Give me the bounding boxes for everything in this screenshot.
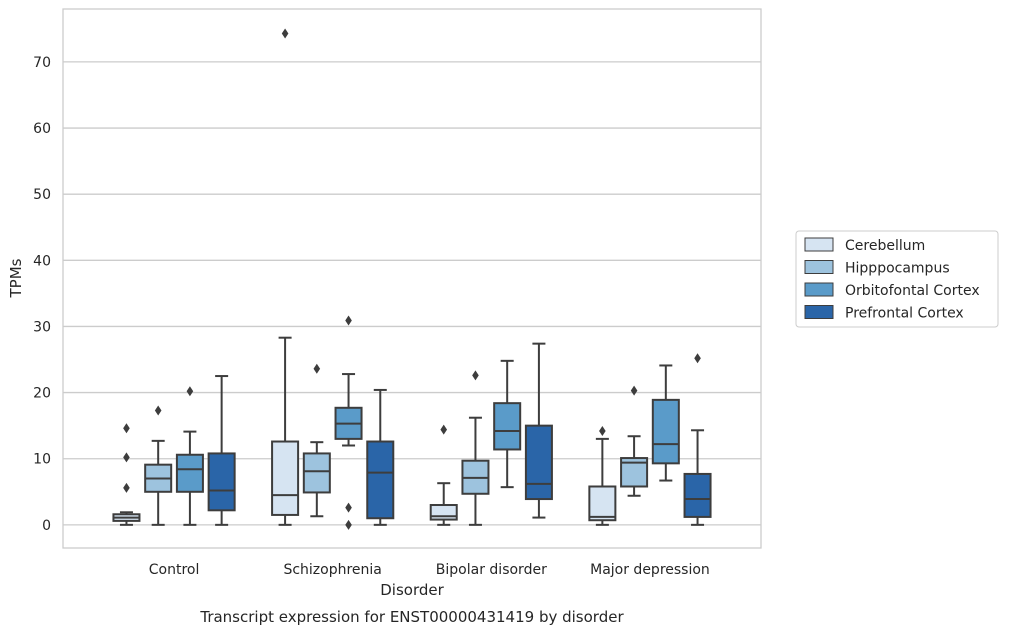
x-axis-ticks: Control Schizophrenia Bipolar disorder Majo… <box>149 562 710 578</box>
box-prefrontal-cortex-0 <box>207 375 236 526</box>
outlier-point <box>599 425 606 436</box>
outlier-point <box>123 482 130 493</box>
outlier-point <box>313 363 321 374</box>
x-tick-label: Control <box>149 562 200 578</box>
box-iqr <box>175 453 204 493</box>
box-prefrontal-cortex-3 <box>683 353 712 526</box>
y-tick-label: 0 <box>42 518 51 534</box>
box-groups <box>112 28 712 530</box>
box-iqr <box>429 504 458 521</box>
box-iqr <box>683 472 712 518</box>
legend-label: Orbitofontal Cortex <box>845 283 980 299</box>
box-iqr <box>302 452 331 494</box>
x-axis-label: Disorder <box>380 581 444 599</box>
box-hipppocampus-2 <box>461 370 490 526</box>
legend-swatch <box>804 305 834 319</box>
legend-label: Prefrontal Cortex <box>845 306 964 322</box>
box-hipppocampus-0 <box>144 405 173 526</box>
box-orbitofontal-cortex-1 <box>334 315 363 530</box>
outlier-point <box>123 423 130 434</box>
legend-swatch <box>804 260 834 274</box>
y-tick-label: 10 <box>33 452 51 468</box>
outlier-point <box>694 353 701 364</box>
outlier-point <box>345 502 352 513</box>
outlier-point <box>472 370 479 381</box>
y-tick-label: 40 <box>33 253 51 269</box>
y-axis-label: TPMs <box>7 258 25 298</box>
box-cerebellum-3 <box>588 425 617 526</box>
box-orbitofontal-cortex-2 <box>493 359 522 489</box>
y-tick-label: 60 <box>33 121 51 137</box>
box-orbitofontal-cortex-0 <box>175 386 204 526</box>
y-tick-label: 20 <box>33 386 51 402</box>
box-iqr <box>588 485 617 522</box>
legend-swatch <box>804 282 834 297</box>
plot-frame <box>62 8 762 549</box>
outlier-point <box>630 385 638 396</box>
box-iqr <box>207 452 236 512</box>
x-tick-label: Major depression <box>590 562 710 578</box>
box-orbitofontal-cortex-3 <box>651 364 680 482</box>
x-tick-label: Schizophrenia <box>283 562 381 578</box>
y-tick-label: 30 <box>33 319 51 335</box>
y-tick-label: 70 <box>33 55 51 71</box>
legend-label: Hipppocampus <box>845 261 950 277</box>
box-iqr <box>524 424 553 501</box>
box-hipppocampus-3 <box>620 385 649 497</box>
legend-frame <box>795 230 999 328</box>
outlier-point <box>186 386 194 397</box>
outlier-point <box>123 452 130 463</box>
outlier-point <box>281 28 289 39</box>
box-iqr <box>651 398 680 465</box>
outlier-point <box>440 424 448 435</box>
box-cerebellum-1 <box>271 28 300 526</box>
legend-swatch <box>804 237 834 252</box>
box-hipppocampus-1 <box>302 363 331 518</box>
y-tick-label: 50 <box>33 187 51 203</box>
outlier-point <box>154 405 162 416</box>
box-prefrontal-cortex-1 <box>366 388 395 526</box>
outlier-point <box>345 519 352 530</box>
outlier-point <box>345 315 352 326</box>
x-tick-label: Bipolar disorder <box>436 562 547 578</box>
legend-label: Cerebellum <box>845 238 925 254</box>
chart-caption: Transcript expression for ENST0000043141… <box>199 608 624 626</box>
box-iqr <box>493 402 522 451</box>
y-axis-ticks: 0 10 20 30 40 50 60 70 <box>33 55 51 534</box>
box-iqr <box>271 440 300 516</box>
legend: Cerebellum Hipppocampus Orbitofontal Corte… <box>795 230 999 328</box>
box-iqr <box>366 440 395 520</box>
box-cerebellum-0 <box>112 423 141 526</box>
box-prefrontal-cortex-2 <box>524 342 553 519</box>
box-cerebellum-2 <box>429 424 458 526</box>
